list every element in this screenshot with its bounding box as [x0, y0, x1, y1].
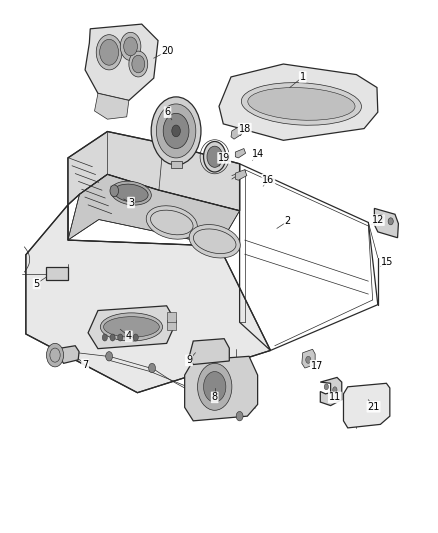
Text: 14: 14 [251, 149, 264, 159]
Text: 6: 6 [164, 107, 170, 117]
Circle shape [132, 55, 145, 73]
Polygon shape [231, 126, 243, 139]
Circle shape [236, 411, 243, 421]
Text: 19: 19 [218, 153, 230, 163]
Polygon shape [59, 346, 79, 364]
Text: 2: 2 [285, 216, 291, 227]
Circle shape [106, 352, 113, 361]
Text: 15: 15 [381, 257, 393, 268]
Ellipse shape [103, 317, 159, 337]
Ellipse shape [100, 313, 162, 341]
Text: 17: 17 [311, 361, 323, 370]
Circle shape [198, 364, 232, 410]
Polygon shape [302, 349, 315, 368]
Polygon shape [320, 377, 342, 406]
Text: 20: 20 [161, 46, 174, 56]
Text: 1: 1 [300, 72, 306, 82]
Circle shape [46, 343, 64, 367]
Polygon shape [343, 383, 390, 428]
Text: 21: 21 [367, 402, 380, 412]
Polygon shape [68, 174, 240, 246]
Polygon shape [189, 338, 230, 365]
Polygon shape [185, 356, 258, 421]
Bar [167, 320, 176, 330]
Circle shape [133, 334, 138, 341]
Text: 16: 16 [262, 175, 275, 184]
Circle shape [125, 334, 131, 341]
Polygon shape [68, 132, 240, 211]
Polygon shape [88, 306, 176, 349]
Text: 11: 11 [329, 392, 341, 402]
Polygon shape [219, 64, 378, 140]
Circle shape [172, 125, 180, 137]
Circle shape [151, 97, 201, 165]
Ellipse shape [146, 206, 198, 239]
Circle shape [129, 51, 148, 77]
Text: 18: 18 [239, 124, 251, 134]
Circle shape [156, 104, 196, 158]
Ellipse shape [189, 224, 240, 258]
Circle shape [110, 334, 115, 341]
Polygon shape [235, 149, 246, 158]
Text: 8: 8 [212, 392, 218, 402]
Ellipse shape [248, 87, 355, 120]
Circle shape [204, 372, 226, 402]
Circle shape [120, 33, 141, 61]
Circle shape [333, 387, 337, 393]
Text: 7: 7 [82, 360, 88, 369]
Text: 9: 9 [186, 356, 192, 366]
Bar [171, 161, 182, 168]
Text: 12: 12 [371, 215, 384, 225]
Text: 4: 4 [126, 332, 132, 341]
Circle shape [324, 384, 328, 390]
Circle shape [204, 141, 226, 172]
Circle shape [306, 356, 311, 364]
Polygon shape [85, 24, 158, 100]
Text: 5: 5 [33, 279, 40, 288]
Circle shape [96, 35, 122, 70]
Polygon shape [26, 205, 271, 393]
Circle shape [118, 334, 123, 341]
Ellipse shape [114, 184, 148, 202]
Circle shape [102, 334, 107, 341]
Ellipse shape [241, 83, 361, 125]
Bar [167, 312, 176, 322]
Ellipse shape [111, 181, 152, 205]
Polygon shape [95, 93, 129, 119]
Circle shape [207, 146, 223, 167]
Circle shape [124, 37, 138, 56]
Circle shape [100, 39, 119, 65]
Polygon shape [374, 208, 399, 238]
Polygon shape [235, 169, 247, 180]
Circle shape [379, 214, 384, 221]
Circle shape [163, 114, 189, 149]
Bar [46, 267, 68, 280]
Circle shape [388, 218, 393, 225]
Circle shape [110, 185, 119, 197]
Text: 3: 3 [128, 198, 134, 207]
Circle shape [148, 364, 155, 373]
